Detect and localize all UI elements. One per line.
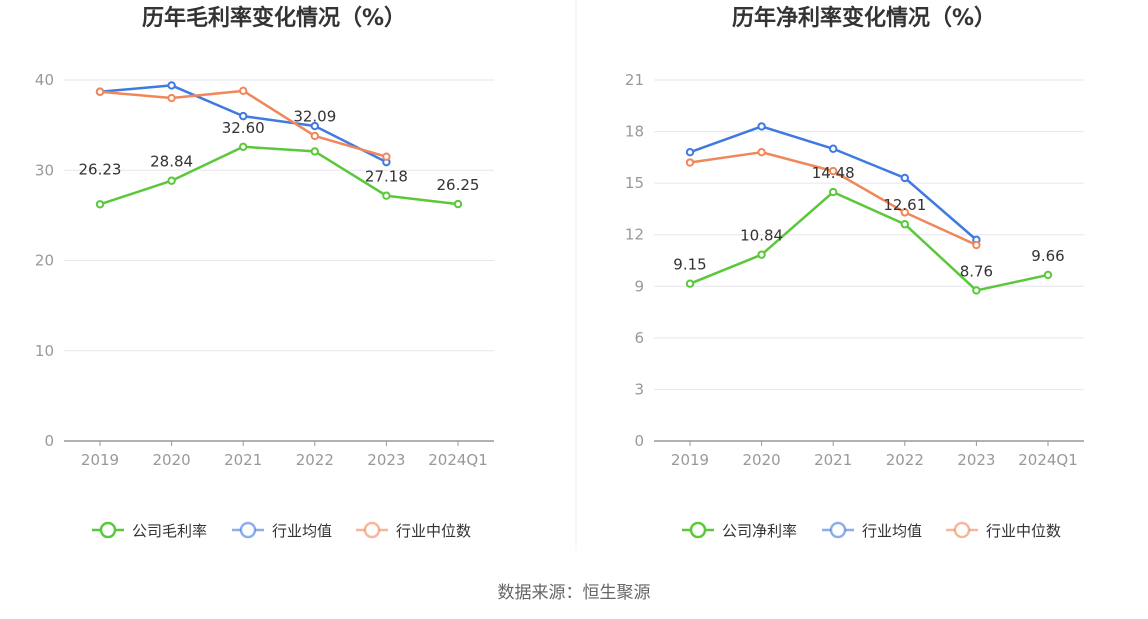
data-label: 10.84	[740, 227, 783, 245]
data-point[interactable]	[167, 176, 176, 185]
data-point[interactable]	[900, 220, 909, 229]
y-tick-label: 12	[625, 226, 644, 244]
data-point[interactable]	[972, 240, 981, 250]
legend-swatch-marker	[99, 521, 117, 539]
x-tick-label: 2024Q1	[428, 451, 488, 469]
y-tick-label: 18	[625, 123, 644, 141]
x-tick-label: 2022	[886, 451, 924, 469]
data-point[interactable]	[310, 121, 319, 131]
y-tick-label: 15	[625, 174, 644, 192]
data-label: 26.23	[79, 160, 122, 178]
y-tick-label: 6	[634, 329, 644, 347]
legend-swatch-marker	[689, 521, 707, 539]
data-point[interactable]	[453, 199, 463, 209]
data-point[interactable]	[167, 93, 176, 103]
data-label: 14.48	[812, 164, 855, 182]
data-label: 32.09	[293, 107, 336, 125]
y-tick-label: 9	[634, 277, 644, 295]
legend-item[interactable]: 行业中位数	[946, 521, 1061, 540]
legend-label: 公司毛利率	[132, 522, 207, 540]
data-point[interactable]	[382, 152, 391, 161]
data-point[interactable]	[382, 191, 391, 200]
data-point[interactable]	[900, 208, 909, 217]
legend-label: 行业均值	[862, 522, 922, 540]
legend-swatch-marker	[239, 521, 257, 539]
y-tick-label: 10	[35, 342, 54, 360]
data-point[interactable]	[829, 187, 838, 197]
x-tick-label: 2021	[814, 451, 852, 469]
data-label: 28.84	[150, 153, 193, 171]
y-tick-label: 20	[35, 252, 54, 270]
data-point[interactable]	[757, 250, 766, 259]
data-point[interactable]	[95, 200, 105, 209]
data-point[interactable]	[685, 148, 695, 157]
series-line-1	[99, 145, 459, 206]
data-point[interactable]	[239, 86, 248, 96]
data-label: 12.61	[883, 196, 926, 214]
data-point[interactable]	[167, 81, 176, 90]
data-point[interactable]	[310, 147, 319, 156]
legend-item[interactable]: 公司毛利率	[92, 521, 207, 540]
y-tick-label: 40	[35, 71, 54, 89]
y-tick-label: 0	[634, 432, 644, 450]
x-tick-label: 2021	[224, 451, 262, 469]
x-tick-label: 2022	[296, 451, 334, 469]
data-point[interactable]	[1043, 270, 1053, 280]
data-point[interactable]	[829, 144, 838, 153]
y-tick-label: 3	[634, 380, 644, 398]
data-point[interactable]	[95, 87, 105, 96]
x-tick-label: 2020	[153, 451, 191, 469]
legend: 公司净利率 行业均值 行业中位数	[682, 521, 1061, 540]
x-tick-label: 2023	[957, 451, 995, 469]
legend-swatch-marker	[953, 521, 971, 539]
legend-label: 行业均值	[272, 522, 332, 540]
data-label: 32.60	[222, 119, 265, 137]
data-label: 9.66	[1031, 247, 1064, 265]
legend-item[interactable]: 行业均值	[822, 521, 922, 540]
y-tick-label: 30	[35, 161, 54, 179]
data-point[interactable]	[685, 279, 695, 288]
legend-label: 公司净利率	[722, 522, 797, 540]
data-label: 8.76	[960, 262, 993, 280]
series-line-1	[689, 190, 1049, 292]
data-point[interactable]	[239, 111, 248, 121]
legend-label: 行业中位数	[986, 522, 1061, 540]
data-point[interactable]	[900, 173, 909, 183]
legend-swatch-marker	[829, 521, 847, 539]
legend-swatch-marker	[363, 521, 381, 539]
x-tick-label: 2020	[743, 451, 781, 469]
data-point[interactable]	[829, 166, 838, 176]
legend-label: 行业中位数	[396, 522, 471, 540]
x-tick-label: 2023	[367, 451, 405, 469]
legend: 公司毛利率 行业均值 行业中位数	[92, 521, 471, 540]
x-tick-label: 2019	[81, 451, 119, 469]
data-point[interactable]	[310, 131, 319, 141]
data-point[interactable]	[757, 148, 766, 157]
data-source: 数据来源：恒生聚源	[497, 583, 651, 603]
data-point[interactable]	[972, 286, 981, 295]
x-tick-label: 2019	[671, 451, 709, 469]
data-point[interactable]	[239, 142, 248, 151]
chart-title: 历年毛利率变化情况（%）	[142, 5, 406, 31]
legend-item[interactable]: 行业中位数	[356, 521, 471, 540]
chart-title: 历年净利率变化情况（%）	[732, 5, 996, 31]
chart-1: 历年毛利率变化情况（%） 0 10 20 30 40 2019 2020 2021 2022 202…	[35, 5, 494, 540]
data-point[interactable]	[757, 122, 766, 131]
x-tick-label: 2024Q1	[1018, 451, 1078, 469]
chart-2: 历年净利率变化情况（%） 0 3 6 9 12 15 18 21 2019 2020 2021 2022…	[625, 5, 1084, 540]
y-tick-label: 21	[625, 71, 644, 89]
data-label: 27.18	[365, 168, 408, 186]
data-label: 26.25	[437, 176, 480, 194]
y-tick-label: 0	[44, 432, 54, 450]
legend-item[interactable]: 行业均值	[232, 521, 332, 540]
data-label: 9.15	[673, 256, 706, 274]
data-point[interactable]	[685, 158, 695, 167]
legend-item[interactable]: 公司净利率	[682, 521, 797, 540]
